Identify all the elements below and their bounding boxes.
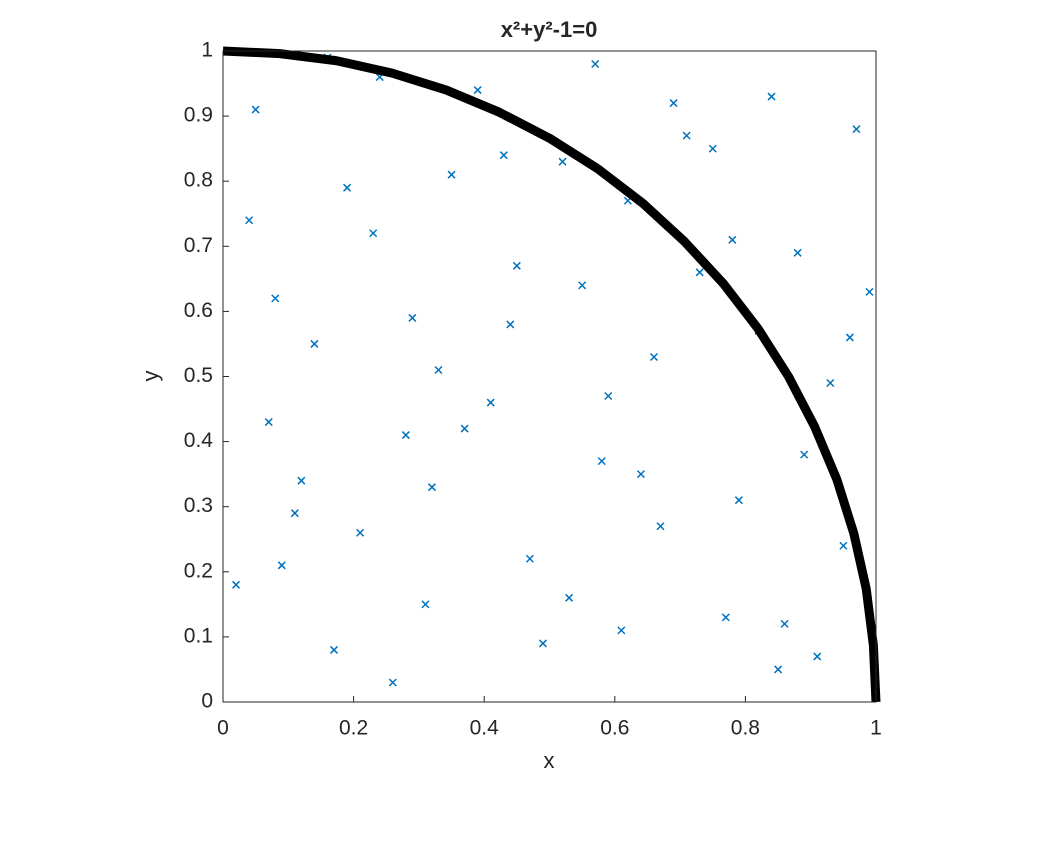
y-tick-label: 0.6 (184, 299, 213, 322)
scatter-point (506, 320, 515, 329)
scatter-point (356, 528, 365, 537)
scatter-point (695, 268, 704, 277)
scatter-point (734, 496, 743, 505)
y-tick-label: 0.5 (184, 364, 213, 387)
scatter-point (486, 398, 495, 407)
scatter-point (525, 554, 534, 563)
scatter-point (865, 287, 874, 296)
scatter-point (780, 619, 789, 628)
scatter-point (460, 424, 469, 433)
x-tick-label: 0 (217, 717, 229, 740)
axes-box (222, 50, 877, 703)
scatter-point (591, 59, 600, 69)
scatter-point (682, 131, 691, 140)
scatter-point (793, 248, 802, 257)
scatter-point (845, 333, 854, 342)
scatter-point (290, 509, 299, 518)
x-tick-label: 0.8 (731, 717, 760, 740)
scatter-point (408, 313, 417, 322)
y-tick-label: 0.1 (184, 624, 213, 647)
scatter-point (421, 600, 430, 609)
scatter-point (649, 352, 659, 362)
x-tick-label: 0.2 (339, 717, 368, 740)
scatter-point (604, 391, 613, 401)
scatter-point (401, 431, 410, 440)
scatter-point (427, 483, 436, 492)
y-axis-label: y (138, 371, 163, 382)
scatter-point (434, 365, 443, 375)
scatter-point (728, 235, 737, 244)
scatter-point (669, 99, 678, 108)
y-tick-label: 0.3 (184, 494, 213, 517)
y-tick-label: 0.4 (184, 429, 214, 452)
scatter-point (473, 86, 482, 95)
scatter-point (826, 378, 835, 388)
x-tick-label: 1 (870, 717, 882, 740)
scatter-point (277, 561, 286, 570)
y-tick-label: 0.7 (184, 234, 213, 257)
scatter-point (264, 418, 273, 427)
scatter-point (617, 626, 626, 635)
scatter-point (499, 151, 508, 160)
x-tick-label: 0.6 (600, 717, 629, 740)
scatter-point (329, 645, 339, 654)
scatter-point (369, 229, 378, 238)
curve (222, 46, 881, 703)
x-tick-label: 0.4 (470, 717, 500, 740)
scatter-point (245, 216, 254, 225)
scatter-point (708, 144, 717, 153)
scatter-point (774, 665, 783, 674)
scatter-point (656, 522, 665, 531)
y-tick-label: 0.2 (184, 559, 213, 582)
scatter-point (251, 105, 260, 114)
scatter-point (558, 157, 567, 166)
scatter-point (310, 339, 319, 348)
scatter-point (232, 580, 241, 589)
scatter-point (578, 281, 587, 290)
y-tick-label: 1 (201, 39, 213, 62)
scatter-point (297, 476, 306, 485)
y-tick-label: 0 (201, 690, 213, 713)
scatter-point (388, 678, 397, 687)
x-axis-label: x (544, 748, 555, 773)
scatter-point (800, 450, 809, 459)
scatter-point (721, 613, 730, 622)
scatter-point (813, 652, 822, 661)
y-tick-label: 0.8 (184, 169, 213, 192)
scatter-point (538, 639, 548, 648)
scatter-point (512, 261, 521, 270)
chart-title: x²+y²-1=0 (501, 17, 598, 42)
scatter-point (636, 470, 645, 479)
scatter-point (271, 294, 280, 303)
scatter-point (839, 541, 848, 550)
scatter-point (767, 92, 776, 101)
scatter-point (597, 457, 606, 466)
scatter-point (852, 125, 861, 134)
scatter-point (343, 183, 352, 192)
scatter-point (565, 593, 574, 602)
y-tick-label: 0.9 (184, 104, 213, 127)
scatter-point (447, 170, 456, 179)
